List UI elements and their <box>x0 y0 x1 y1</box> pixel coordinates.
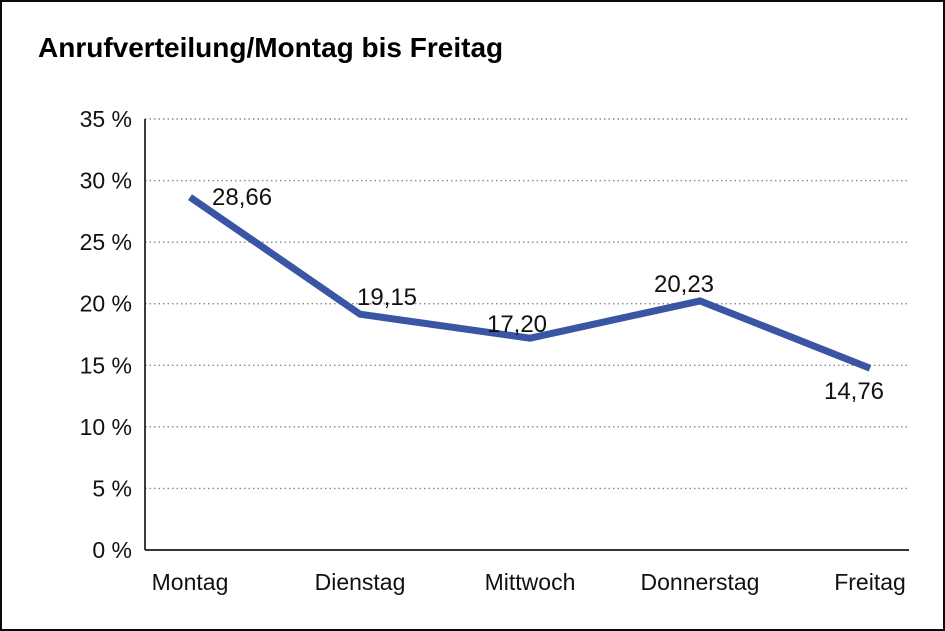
data-point-label: 19,15 <box>357 284 417 311</box>
data-point-label: 28,66 <box>212 184 272 211</box>
x-axis-category-label: Dienstag <box>315 569 406 595</box>
y-axis-tick-label: 35 % <box>80 106 132 132</box>
chart-title: Anrufverteilung/Montag bis Freitag <box>38 32 504 63</box>
x-axis-category-label: Donnerstag <box>641 569 760 595</box>
x-axis-category-label: Mittwoch <box>485 569 576 595</box>
x-axis-category-label: Montag <box>152 569 229 595</box>
data-point-label: 14,76 <box>824 378 884 405</box>
data-point-label: 20,23 <box>654 271 714 298</box>
y-axis-tick-label: 30 % <box>80 168 132 194</box>
y-axis-tick-label: 10 % <box>80 414 132 440</box>
y-axis-tick-label: 25 % <box>80 229 132 255</box>
y-axis-tick-label: 5 % <box>92 475 132 501</box>
x-axis-category-label: Freitag <box>834 569 906 595</box>
y-axis-tick-label: 15 % <box>80 352 132 378</box>
y-axis-tick-label: 20 % <box>80 291 132 317</box>
y-axis-tick-label: 0 % <box>92 537 132 563</box>
trend-line <box>188 194 872 372</box>
data-point-label: 17,20 <box>487 311 547 338</box>
